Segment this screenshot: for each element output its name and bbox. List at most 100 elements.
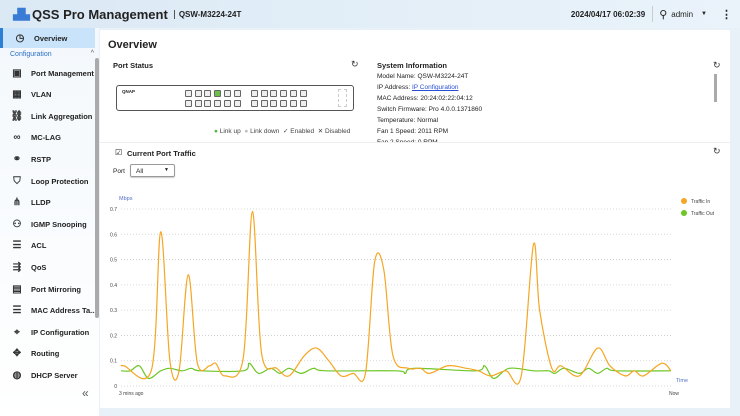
datetime: 2024/04/17 06:02:39 bbox=[570, 9, 646, 19]
sidebar-item-vlan[interactable]: ▦ VLAN bbox=[0, 85, 95, 105]
info-row: Fan 1 Speed: 2011 RPM bbox=[377, 126, 697, 137]
info-value: 20:24:02:22:04:12 bbox=[420, 95, 473, 102]
checkbox-icon[interactable]: ☑ bbox=[115, 148, 123, 157]
switch-port[interactable] bbox=[194, 100, 202, 107]
sidebar-item-label: Link Aggregation bbox=[31, 111, 93, 121]
refresh-system-info-icon[interactable]: ↻ bbox=[713, 60, 721, 70]
switch-port[interactable] bbox=[299, 90, 307, 97]
port-select[interactable]: All ▼ bbox=[130, 164, 175, 177]
sfp-ports bbox=[338, 89, 347, 107]
more-menu-icon[interactable]: ⋮ bbox=[721, 8, 732, 21]
caret-down-icon[interactable]: ▼ bbox=[701, 11, 707, 17]
traffic-title: Current Port Traffic bbox=[127, 149, 196, 158]
switch-port[interactable] bbox=[194, 90, 202, 97]
info-label: Fan 1 Speed: bbox=[377, 128, 417, 135]
sidebar-item-label: Port Mirroring bbox=[31, 284, 81, 294]
info-label: Model Name: bbox=[377, 73, 416, 80]
sidebar-item-link-aggregation[interactable]: ⛓ Link Aggregation bbox=[0, 106, 95, 126]
header-left: ▟▙ QSS Pro Management QSW-M3224-24T bbox=[13, 7, 241, 22]
switch-port[interactable] bbox=[214, 100, 222, 107]
switch-port[interactable] bbox=[233, 100, 241, 107]
chevron-up-icon[interactable]: ^ bbox=[90, 50, 94, 57]
legend-label: Traffic In bbox=[691, 199, 710, 205]
brand-logo: QNAP bbox=[122, 89, 136, 94]
link-aggregation-icon: ⛓ bbox=[10, 110, 24, 122]
divider bbox=[100, 142, 730, 143]
switch-port[interactable] bbox=[185, 100, 192, 107]
device-model: QSW-M3224-24T bbox=[173, 9, 241, 19]
ip-icon: ⌖ bbox=[14, 326, 20, 338]
refresh-port-status-icon[interactable]: ↻ bbox=[351, 59, 359, 69]
sidebar-item-acl[interactable]: ☰ ACL bbox=[0, 236, 95, 256]
info-label: Fan 2 Speed: bbox=[377, 139, 416, 142]
sidebar-item-ip-configuration[interactable]: ⌖ IP Configuration bbox=[0, 322, 95, 342]
sidebar-item-qos[interactable]: ⇶ QoS bbox=[0, 257, 95, 277]
sidebar-item-loop-protection[interactable]: ⛉ Loop Protection bbox=[0, 171, 95, 191]
switch-port[interactable] bbox=[260, 90, 268, 97]
switch-port[interactable] bbox=[214, 90, 222, 97]
sidebar-item-label: ACL bbox=[31, 241, 47, 251]
sidebar-item-label: Port Management bbox=[31, 68, 94, 78]
switch-port[interactable] bbox=[260, 100, 268, 107]
user-icon[interactable]: ⚲ bbox=[659, 8, 668, 21]
switch-port[interactable] bbox=[251, 90, 258, 97]
y-tick-label: 0.6 bbox=[110, 232, 117, 238]
section-label: Configuration bbox=[10, 51, 52, 58]
switch-port[interactable] bbox=[204, 100, 212, 107]
sidebar: ◷ Overview Configuration ^ ▣ Port Managem… bbox=[0, 28, 99, 416]
dhcp-icon: ◍ bbox=[12, 369, 22, 381]
gauge-icon: ◷ bbox=[15, 32, 25, 44]
sidebar-item-rstp[interactable]: ⚭ RSTP bbox=[0, 149, 95, 169]
sidebar-item-label: MC-LAG bbox=[31, 133, 61, 143]
collapse-sidebar-icon[interactable]: « bbox=[82, 386, 89, 400]
switch-port[interactable] bbox=[185, 90, 192, 97]
ip-configuration-link[interactable]: IP Configuration bbox=[411, 84, 459, 91]
sidebar-item-label: IP Configuration bbox=[31, 327, 90, 337]
rstp-icon: ⚭ bbox=[12, 153, 22, 165]
switch-port[interactable] bbox=[280, 100, 288, 107]
legend-disabled: Disabled bbox=[325, 128, 351, 135]
switch-port[interactable] bbox=[251, 100, 258, 107]
y-tick-label: 0.3 bbox=[110, 308, 117, 314]
sidebar-item-label: DHCP Server bbox=[31, 370, 78, 380]
qnap-logo-icon: ▟▙ bbox=[13, 8, 30, 21]
sidebar-item-dhcp-server[interactable]: ◍ DHCP Server bbox=[0, 365, 95, 385]
sidebar-item-label: MAC Address Ta... bbox=[31, 306, 95, 316]
switch-port[interactable] bbox=[270, 90, 278, 97]
switch-port[interactable] bbox=[289, 90, 297, 97]
sidebar-item-port-mirroring[interactable]: ▤ Port Mirroring bbox=[0, 279, 95, 299]
sidebar-scrollbar[interactable] bbox=[95, 58, 99, 318]
info-row: MAC Address: 20:24:02:22:04:12 bbox=[377, 93, 697, 104]
lldp-icon: ⋔ bbox=[12, 197, 22, 209]
sidebar-item-mc-lag[interactable]: ∞ MC-LAG bbox=[0, 128, 95, 148]
user-menu[interactable]: admin bbox=[671, 9, 694, 19]
switch-port[interactable] bbox=[233, 90, 241, 97]
sidebar-item-label: Routing bbox=[31, 349, 60, 359]
switch-port[interactable] bbox=[270, 100, 278, 107]
sidebar-section-configuration[interactable]: Configuration ^ bbox=[10, 50, 96, 58]
switch-port[interactable] bbox=[280, 90, 288, 97]
port-legend: ● Link up ● Link down ✓ Enabled ✕ Disabl… bbox=[214, 127, 350, 135]
info-row: Temperature: Normal bbox=[377, 115, 697, 126]
sidebar-item-mac-address-ta[interactable]: ☰ MAC Address Ta... bbox=[0, 301, 95, 321]
sidebar-item-routing[interactable]: ✥ Routing bbox=[0, 344, 95, 364]
sidebar-item-lldp[interactable]: ⋔ LLDP bbox=[0, 193, 95, 213]
switch-port[interactable] bbox=[289, 100, 297, 107]
switch-port[interactable] bbox=[223, 100, 231, 107]
y-axis-label: Mbps bbox=[119, 196, 133, 202]
y-tick-label: 0.5 bbox=[110, 258, 117, 264]
switch-port[interactable] bbox=[223, 90, 231, 97]
switch-port[interactable] bbox=[299, 100, 307, 107]
refresh-traffic-icon[interactable]: ↻ bbox=[713, 146, 721, 156]
sidebar-item-overview[interactable]: ◷ Overview bbox=[0, 28, 95, 48]
routing-icon: ✥ bbox=[12, 348, 22, 360]
sidebar-item-label: QoS bbox=[31, 262, 47, 272]
mirror-icon: ▤ bbox=[12, 283, 22, 295]
switch-port[interactable] bbox=[204, 90, 212, 97]
sidebar-item-igmp-snooping[interactable]: ⚇ IGMP Snooping bbox=[0, 214, 95, 234]
sidebar-item-port-management[interactable]: ▣ Port Management bbox=[0, 63, 95, 83]
info-label: IP Address: bbox=[377, 84, 411, 91]
x-icon: ✕ bbox=[317, 128, 324, 135]
port-select-value: All bbox=[136, 168, 144, 175]
system-info-scrollbar[interactable] bbox=[714, 74, 717, 102]
